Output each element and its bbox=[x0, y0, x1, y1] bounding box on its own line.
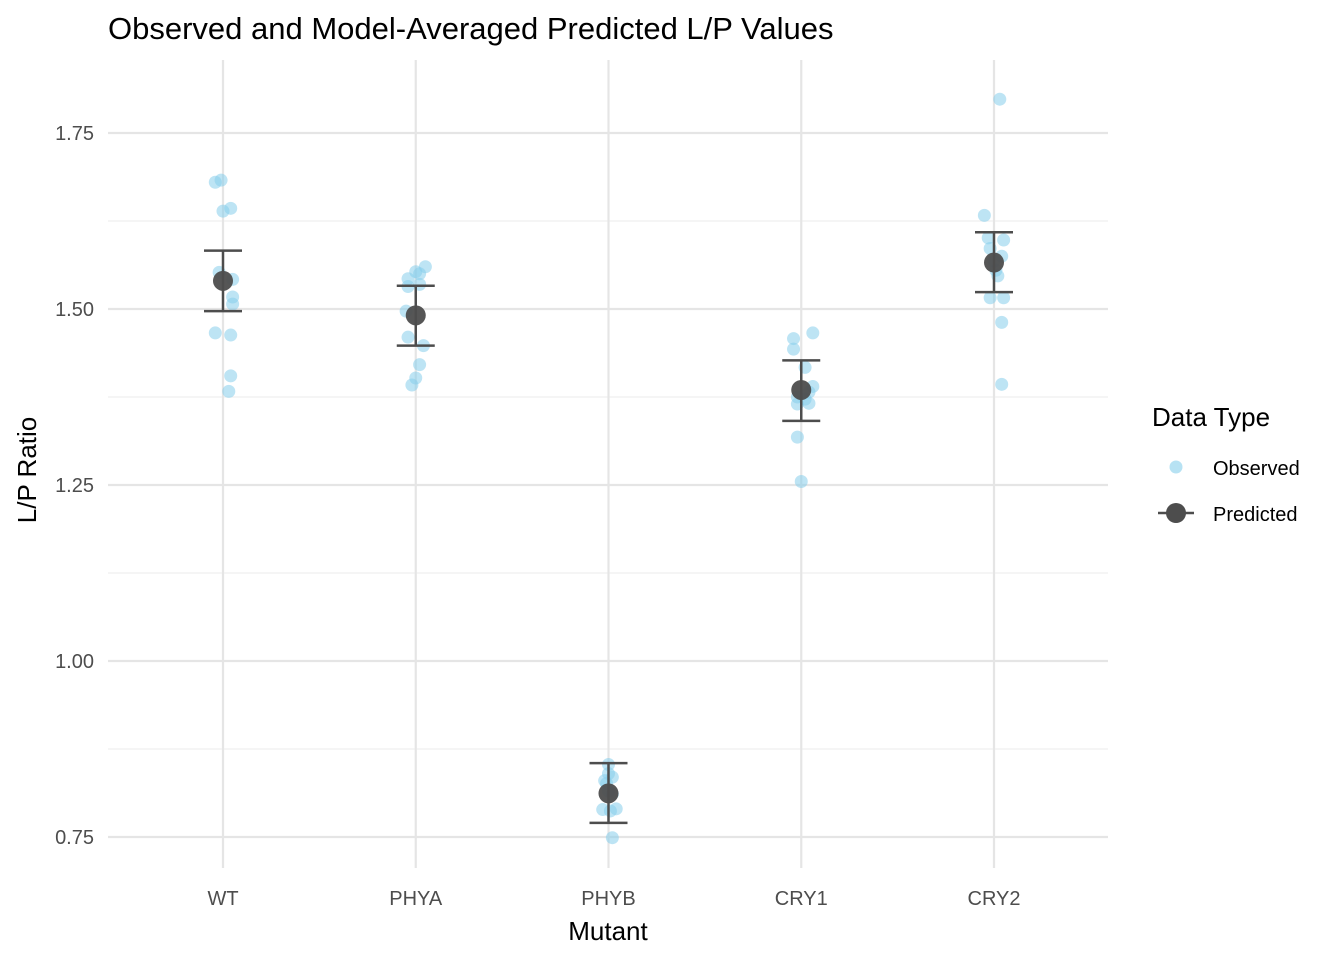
x-axis-title: Mutant bbox=[568, 916, 648, 946]
y-tick-label: 1.50 bbox=[55, 299, 94, 321]
observed-point bbox=[208, 326, 222, 340]
observed-point bbox=[401, 330, 415, 344]
x-tick-label: CRY1 bbox=[775, 888, 828, 910]
predicted-point bbox=[405, 305, 426, 326]
observed-point bbox=[993, 92, 1007, 106]
legend-title: Data Type bbox=[1152, 402, 1270, 432]
legend-label-predicted: Predicted bbox=[1213, 504, 1298, 526]
x-tick-label: CRY2 bbox=[968, 888, 1021, 910]
y-tick-label: 1.00 bbox=[55, 651, 94, 673]
x-tick-label: WT bbox=[207, 888, 238, 910]
y-axis-title: L/P Ratio bbox=[12, 417, 42, 523]
predicted-point bbox=[791, 379, 812, 400]
observed-point bbox=[226, 297, 240, 311]
observed-point bbox=[794, 474, 808, 488]
observed-point bbox=[997, 291, 1011, 305]
legend-predicted-key bbox=[1166, 503, 1186, 523]
chart-title: Observed and Model-Averaged Predicted L/… bbox=[108, 11, 834, 46]
predicted-point bbox=[984, 252, 1004, 273]
observed-point bbox=[214, 173, 228, 187]
predicted-point bbox=[598, 783, 619, 804]
y-axis-ticks: 0.75 1.00 1.25 1.50 1.75 bbox=[55, 123, 94, 849]
legend-item-observed: Observed bbox=[1169, 458, 1300, 480]
observed-point bbox=[413, 358, 427, 372]
observed-point bbox=[787, 332, 801, 346]
observed-point bbox=[983, 291, 997, 305]
observed-point bbox=[222, 384, 236, 398]
x-axis-ticks: WT PHYA PHYB CRY1 CRY2 bbox=[207, 888, 1020, 910]
legend-label-observed: Observed bbox=[1213, 458, 1300, 480]
observed-point bbox=[605, 831, 619, 845]
observed-point bbox=[413, 267, 427, 281]
observed-point bbox=[224, 369, 238, 383]
x-tick-label: PHYB bbox=[581, 888, 635, 910]
observed-point bbox=[802, 396, 816, 410]
x-tick-label: PHYA bbox=[389, 888, 443, 910]
observed-point bbox=[997, 233, 1011, 247]
y-tick-label: 1.25 bbox=[55, 475, 94, 497]
y-tick-label: 1.75 bbox=[55, 123, 94, 145]
observed-point bbox=[977, 208, 991, 222]
observed-point bbox=[224, 201, 238, 215]
observed-point bbox=[405, 378, 419, 392]
observed-point bbox=[981, 231, 995, 245]
predicted-point bbox=[213, 270, 233, 291]
observed-point bbox=[603, 804, 617, 818]
observed-point bbox=[224, 328, 238, 342]
observed-point bbox=[806, 326, 820, 340]
legend: Data Type Observed Predicted bbox=[1152, 402, 1300, 526]
predicted-points bbox=[204, 231, 1013, 825]
observed-point bbox=[787, 342, 801, 356]
observed-point bbox=[995, 315, 1009, 329]
observed-point bbox=[995, 377, 1009, 391]
y-tick-label: 0.75 bbox=[55, 827, 94, 849]
observed-point bbox=[790, 430, 804, 444]
grid-major bbox=[108, 60, 1108, 868]
legend-observed-key bbox=[1169, 460, 1183, 474]
legend-item-predicted: Predicted bbox=[1158, 503, 1298, 526]
